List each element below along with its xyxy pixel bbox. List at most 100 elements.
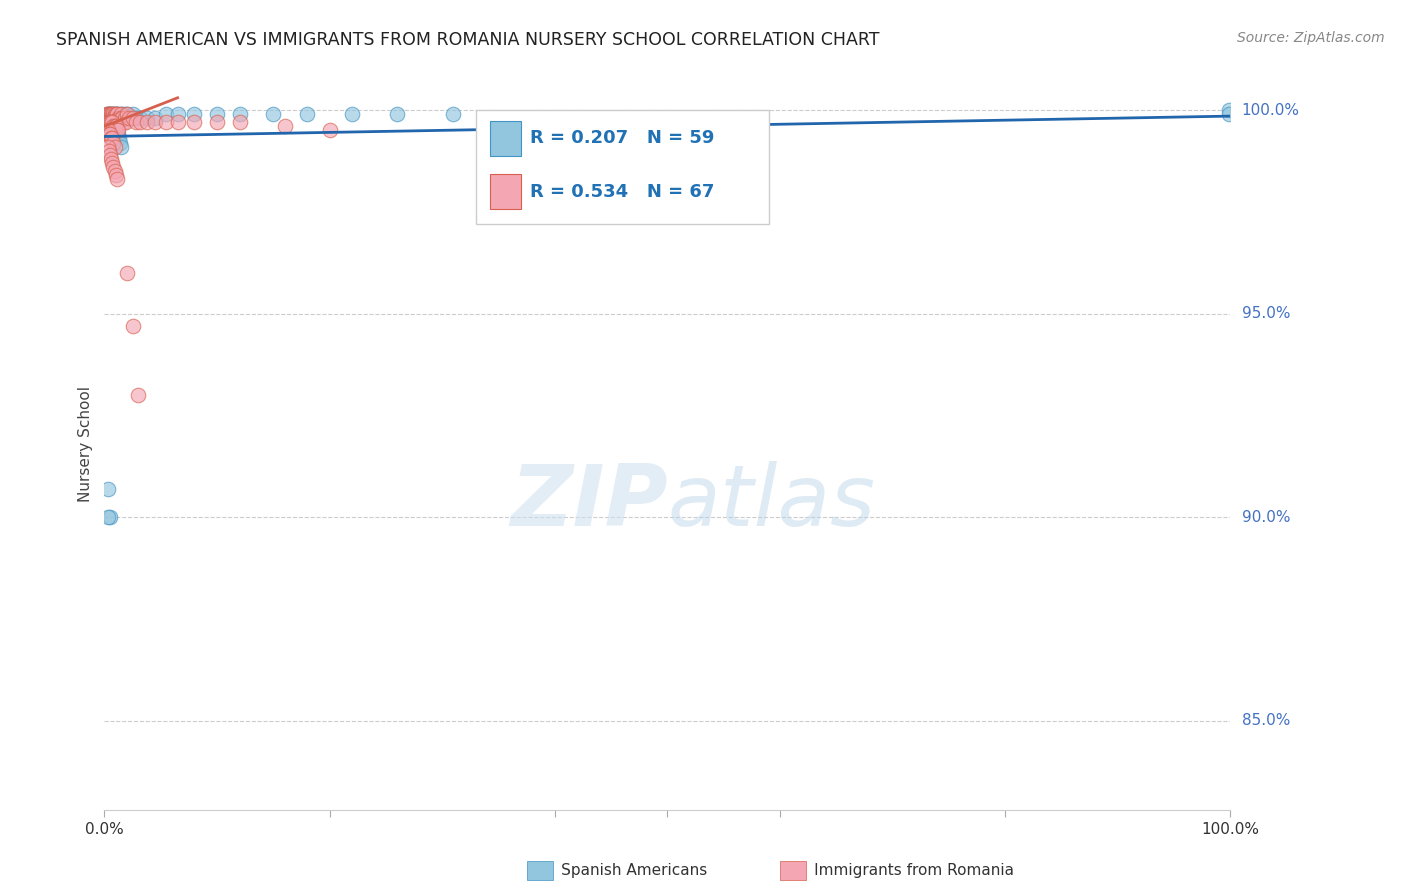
FancyBboxPatch shape [489, 174, 522, 210]
Point [100, 107, 122, 121]
Point [100, 107, 122, 121]
Point [104, 120, 127, 134]
Point [100, 152, 122, 166]
Point [104, 168, 127, 182]
Text: 85.0%: 85.0% [1241, 713, 1289, 728]
Point [103, 111, 125, 125]
Point [97, 107, 120, 121]
Point [318, 123, 340, 137]
Point [97, 482, 120, 496]
Point [136, 115, 159, 129]
Point [96, 107, 118, 121]
Point [107, 107, 129, 121]
Text: 90.0%: 90.0% [1241, 509, 1291, 524]
Point [103, 115, 125, 129]
Point [100, 111, 122, 125]
Text: Spanish Americans: Spanish Americans [527, 863, 707, 878]
Y-axis label: Nursery School: Nursery School [79, 385, 93, 501]
Point [183, 115, 205, 129]
Text: R = 0.534   N = 67: R = 0.534 N = 67 [530, 183, 714, 201]
Point [125, 111, 148, 125]
Point [228, 115, 250, 129]
Point [340, 107, 363, 121]
Point [98, 148, 121, 162]
Text: 100.0%: 100.0% [1241, 103, 1299, 118]
Point [104, 120, 127, 134]
Point [155, 115, 177, 129]
Point [98, 111, 121, 125]
Point [98, 107, 121, 121]
Point [121, 111, 143, 125]
Point [98, 111, 121, 125]
Point [96, 111, 118, 125]
Point [96, 107, 118, 121]
Point [97, 111, 120, 125]
Point [114, 111, 136, 125]
Point [97, 139, 120, 153]
Point [112, 115, 135, 129]
Point [115, 107, 138, 121]
Point [273, 120, 295, 134]
Point [97, 123, 120, 137]
Point [104, 111, 127, 125]
Point [98, 510, 121, 524]
Point [1218, 107, 1240, 121]
Point [110, 139, 132, 153]
Point [108, 131, 131, 145]
Point [385, 107, 408, 121]
Point [100, 131, 122, 145]
Point [100, 115, 122, 129]
Point [101, 111, 124, 125]
Point [205, 107, 228, 121]
Point [110, 107, 132, 121]
Point [110, 107, 132, 121]
Point [111, 107, 134, 121]
Point [97, 144, 120, 158]
Text: Source: ZipAtlas.com: Source: ZipAtlas.com [1237, 31, 1385, 45]
Point [97, 128, 120, 142]
Point [108, 111, 131, 125]
Point [125, 115, 148, 129]
Point [118, 111, 141, 125]
Point [121, 107, 143, 121]
Point [103, 120, 125, 134]
Point [101, 156, 124, 170]
Point [97, 107, 120, 121]
Point [228, 107, 250, 121]
Point [443, 107, 465, 121]
Point [105, 123, 128, 137]
Point [97, 510, 120, 524]
Text: SPANISH AMERICAN VS IMMIGRANTS FROM ROMANIA NURSERY SCHOOL CORRELATION CHART: SPANISH AMERICAN VS IMMIGRANTS FROM ROMA… [56, 31, 880, 49]
Point [100, 111, 122, 125]
Point [129, 115, 152, 129]
Point [143, 111, 166, 125]
Point [121, 318, 143, 333]
Point [103, 107, 125, 121]
Text: atlas: atlas [668, 461, 876, 544]
Point [111, 111, 134, 125]
Point [103, 107, 125, 121]
Point [104, 107, 127, 121]
Point [103, 120, 125, 134]
Point [108, 111, 131, 125]
Point [295, 107, 318, 121]
Point [118, 111, 141, 125]
Point [103, 107, 125, 121]
Point [97, 107, 120, 121]
Point [101, 111, 124, 125]
Point [166, 107, 188, 121]
Point [103, 160, 125, 174]
Point [136, 111, 159, 125]
Point [103, 164, 125, 178]
Point [101, 115, 124, 129]
Point [114, 111, 136, 125]
Point [97, 120, 120, 134]
Point [108, 115, 131, 129]
Point [166, 115, 188, 129]
Point [105, 123, 128, 137]
Point [108, 111, 131, 125]
Point [97, 111, 120, 125]
Point [143, 115, 166, 129]
Point [105, 107, 128, 121]
Point [205, 115, 228, 129]
